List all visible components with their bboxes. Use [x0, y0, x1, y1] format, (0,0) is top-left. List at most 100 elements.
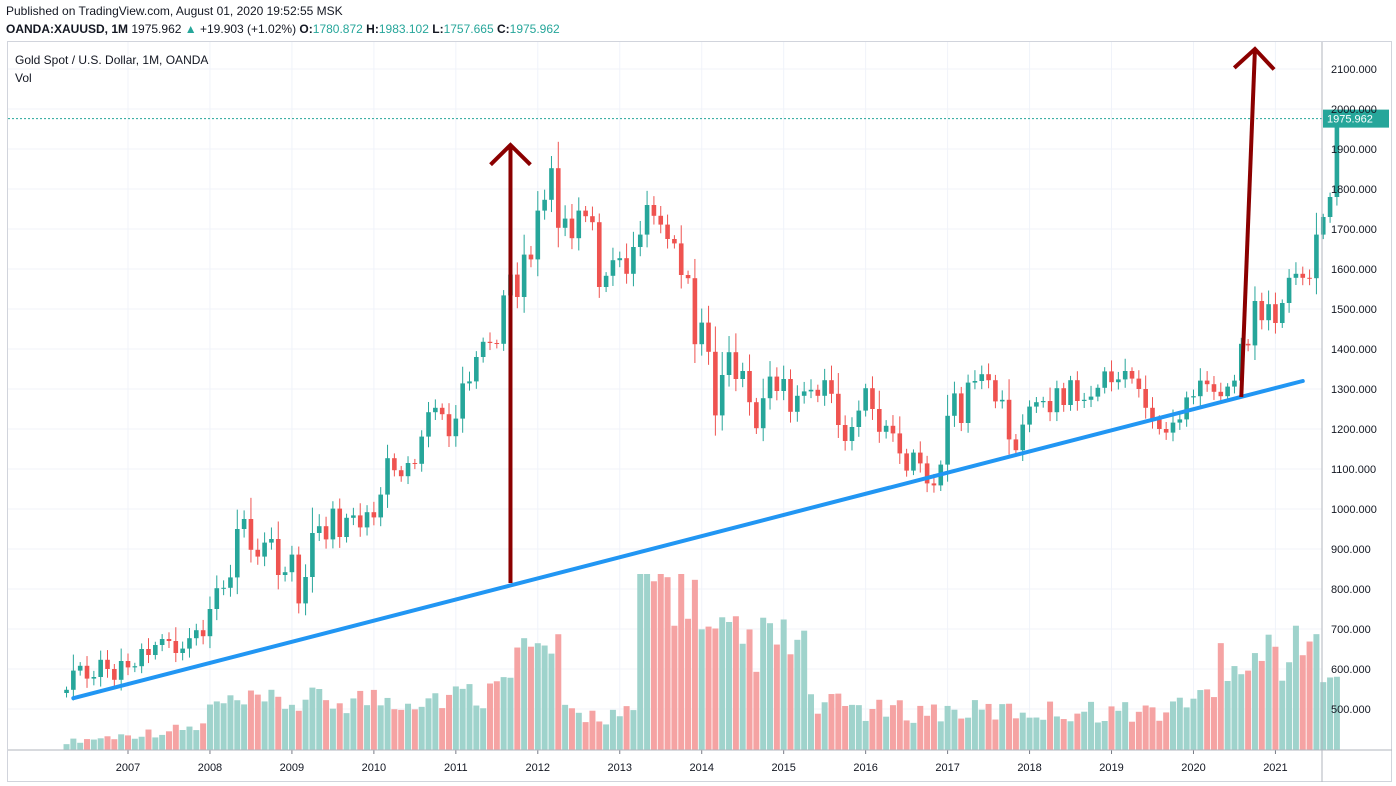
volume-bar	[746, 629, 753, 750]
volume-bar	[1156, 720, 1163, 750]
volume-bar	[1190, 698, 1197, 750]
candle-body	[911, 452, 916, 471]
volume-bar	[582, 722, 589, 750]
candle-body	[187, 638, 192, 649]
volume-bar	[254, 694, 261, 750]
candle-body	[166, 639, 172, 641]
volume-bar	[869, 708, 876, 750]
x-tick-label: 2014	[689, 762, 713, 774]
candle-body	[760, 398, 766, 429]
candle-body	[1307, 277, 1312, 279]
volume-bar	[1299, 655, 1306, 750]
candle-body	[801, 391, 807, 396]
volume-bar	[213, 701, 220, 750]
candle-body	[1218, 391, 1224, 397]
candle-body	[713, 351, 718, 416]
volume-bar	[172, 724, 179, 750]
volume-bar	[336, 703, 343, 750]
candle-body	[521, 254, 527, 297]
candle-body	[549, 168, 554, 200]
volume-bar	[370, 689, 377, 750]
volume-bar	[446, 694, 453, 750]
candle-body	[1006, 399, 1012, 440]
candle-body	[289, 554, 295, 573]
candle-body	[808, 389, 814, 392]
volume-bar	[391, 709, 398, 750]
y-tick-label: 2000.000	[1331, 104, 1377, 116]
volume-bar	[418, 706, 425, 750]
candle-body	[180, 648, 185, 653]
volume-bar	[828, 694, 835, 750]
volume-bar	[261, 701, 268, 750]
y-tick-label: 700.000	[1331, 624, 1371, 636]
candle-body	[1286, 277, 1292, 303]
volume-bar	[343, 713, 350, 750]
volume-bar	[493, 681, 500, 750]
volume-bar	[739, 643, 746, 750]
candle-body	[330, 508, 336, 540]
candle-body	[849, 427, 855, 441]
candle-body	[1157, 419, 1162, 429]
volume-bar	[200, 723, 207, 750]
volume-bar	[1047, 701, 1054, 750]
volume-bar	[1279, 680, 1286, 750]
volume-bar	[609, 709, 616, 750]
candle-body	[1075, 380, 1080, 401]
candle-body	[1211, 384, 1217, 392]
volume-bar	[801, 630, 808, 750]
candle-body	[590, 216, 595, 223]
volume-bar	[323, 700, 330, 750]
chart-frame[interactable]	[7, 41, 1392, 782]
x-tick-label: 2021	[1263, 762, 1287, 774]
volume-bar	[97, 738, 104, 750]
volume-bar	[309, 687, 316, 750]
candle-body	[316, 526, 322, 533]
candle-body	[378, 494, 384, 518]
low-value: 1757.665	[443, 22, 494, 36]
volume-bar	[1272, 646, 1279, 750]
x-tick-label: 2013	[608, 762, 632, 774]
candle-body	[1163, 429, 1169, 433]
candle-body	[624, 258, 629, 274]
volume-bar	[930, 704, 937, 750]
volume-bar	[685, 618, 692, 750]
candle-body	[870, 388, 875, 409]
volume-bar	[1135, 711, 1142, 750]
candle-body	[84, 665, 90, 679]
candle-body	[487, 341, 493, 343]
candle-body	[337, 508, 343, 537]
volume-bar	[719, 617, 726, 750]
candle-body	[1122, 371, 1128, 380]
candle-body	[1109, 371, 1114, 383]
volume-bar	[924, 715, 931, 750]
volume-bar	[589, 710, 596, 750]
volume-bar	[1053, 716, 1060, 750]
candle-body	[1266, 304, 1271, 321]
volume-bar	[1197, 690, 1204, 750]
volume-bar	[855, 705, 862, 750]
candles	[64, 112, 1340, 701]
candle-body	[241, 519, 247, 529]
candle-body	[91, 677, 97, 679]
volume-bar	[302, 699, 309, 750]
volume-bar	[1074, 713, 1081, 750]
candle-body	[474, 357, 479, 382]
candle-body	[153, 645, 158, 655]
candle-body	[795, 395, 800, 412]
candle-body	[692, 278, 698, 345]
volume-bar	[384, 697, 391, 750]
volume-bar	[835, 693, 842, 750]
volume-bar	[1163, 712, 1170, 750]
candle-body	[1245, 343, 1251, 346]
volume-bar	[1081, 711, 1088, 750]
volume-bar	[671, 625, 678, 750]
candle-body	[979, 374, 985, 381]
candle-body	[446, 414, 452, 437]
symbol-label: OANDA:XAUUSD, 1M	[6, 22, 129, 36]
candle-body	[706, 322, 711, 352]
volume-bar	[1204, 689, 1211, 750]
volume-bar	[1094, 722, 1101, 750]
candle-body	[214, 588, 220, 609]
volume-bars	[63, 574, 1340, 750]
